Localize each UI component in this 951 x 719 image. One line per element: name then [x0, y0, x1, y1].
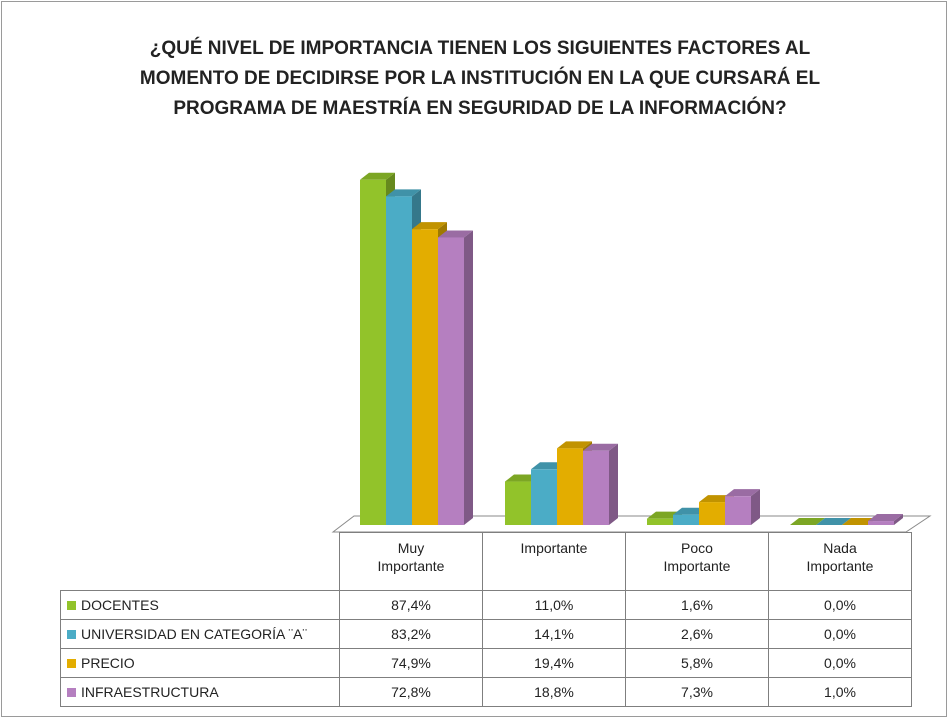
table-row: DOCENTES 87,4% 11,0% 1,6% 0,0% — [60, 590, 912, 620]
bar-front — [412, 229, 438, 525]
bar-front — [699, 502, 725, 525]
legend-cell: INFRAESTRUCTURA — [60, 677, 340, 707]
bar-front — [673, 514, 699, 525]
bar-top — [412, 222, 447, 230]
bar-front — [583, 450, 609, 525]
legend-swatch — [67, 630, 76, 639]
bar-top — [583, 443, 618, 451]
value-label: 74,9% — [339, 648, 483, 678]
legend-label: INFRAESTRUCTURA — [81, 684, 219, 700]
bar — [438, 230, 473, 525]
value-label: 14,1% — [482, 619, 626, 649]
table-header-cell: Poco Importante — [625, 532, 769, 591]
bar-top — [868, 514, 903, 522]
category-label: Muy Importante — [377, 540, 445, 574]
table-row: UNIVERSIDAD EN CATEGORÍA ¨A¨ 83,2% 14,1% 2,… — [60, 619, 912, 649]
value-label: 0,0% — [768, 619, 912, 649]
bar — [816, 518, 851, 525]
value-label: 1,0% — [768, 677, 912, 707]
bar-front — [647, 518, 673, 525]
bar-top — [438, 230, 473, 238]
bar-front — [557, 448, 583, 525]
value-label: 11,0% — [482, 590, 626, 620]
legend-swatch — [67, 688, 76, 697]
legend-swatch — [67, 659, 76, 668]
value-label: 83,2% — [339, 619, 483, 649]
legend-label: PRECIO — [81, 655, 135, 671]
bar-side — [751, 489, 760, 525]
bar — [725, 489, 760, 525]
bar-top — [816, 518, 851, 525]
value-label: 1,6% — [625, 590, 769, 620]
bar-top — [790, 518, 825, 525]
value-label: 2,6% — [625, 619, 769, 649]
bar-top — [360, 172, 395, 180]
table-corner — [60, 532, 340, 591]
legend-cell: PRECIO — [60, 648, 340, 678]
bar-top — [386, 189, 421, 197]
value-label: 72,8% — [339, 677, 483, 707]
bar-front — [438, 237, 464, 525]
value-label: 19,4% — [482, 648, 626, 678]
legend-swatch — [67, 601, 76, 610]
bar-top — [557, 441, 592, 449]
legend-cell: DOCENTES — [60, 590, 340, 620]
bar-side — [464, 230, 473, 525]
table-row: PRECIO 74,9% 19,4% 5,8% 0,0% — [60, 648, 912, 678]
bar — [868, 514, 903, 525]
bar-front — [360, 179, 386, 525]
data-table: Muy Importante Importante Poco Importante N… — [60, 532, 912, 707]
bar-front — [868, 521, 894, 525]
bar-front — [531, 469, 557, 525]
bar-front — [725, 496, 751, 525]
category-label: Nada Importante — [806, 540, 874, 574]
chart-title: ¿QUÉ NIVEL DE IMPORTANCIA TIENEN LOS SIG… — [139, 38, 821, 119]
bar-top — [725, 489, 760, 497]
bar-side — [609, 443, 618, 525]
value-label: 7,3% — [625, 677, 769, 707]
bar — [583, 443, 618, 525]
legend-cell: UNIVERSIDAD EN CATEGORÍA ¨A¨ — [60, 619, 340, 649]
table-header-cell: Muy Importante — [339, 532, 483, 591]
bar-front — [505, 481, 531, 525]
table-header-cell: Nada Importante — [768, 532, 912, 591]
table-row: INFRAESTRUCTURA 72,8% 18,8% 7,3% 1,0% — [60, 677, 912, 707]
table-header-cell: Importante — [482, 532, 626, 591]
bar — [790, 518, 825, 525]
value-label: 5,8% — [625, 648, 769, 678]
category-label: Poco Importante — [663, 540, 731, 574]
legend-label: DOCENTES — [81, 597, 159, 613]
bar-side — [894, 514, 903, 525]
value-label: 18,8% — [482, 677, 626, 707]
legend-label: UNIVERSIDAD EN CATEGORÍA ¨A¨ — [81, 626, 308, 642]
value-label: 0,0% — [768, 590, 912, 620]
table-header-row: Muy Importante Importante Poco Importante N… — [60, 532, 912, 591]
value-label: 0,0% — [768, 648, 912, 678]
bar-front — [386, 196, 412, 526]
category-label: Importante — [520, 540, 588, 556]
value-label: 87,4% — [339, 590, 483, 620]
